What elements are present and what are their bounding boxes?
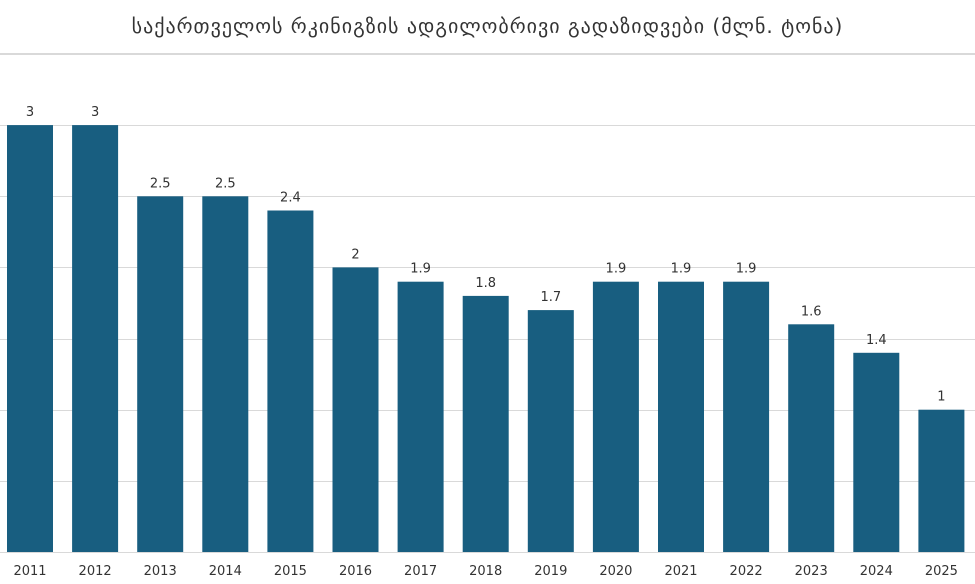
- bar-2016: [332, 267, 379, 552]
- x-tick-label-2018: 2018: [469, 564, 502, 579]
- bar-2020: [592, 281, 639, 552]
- bar-2017: [397, 281, 444, 552]
- x-tick-label-2024: 2024: [860, 564, 893, 579]
- x-tick-label-2012: 2012: [79, 564, 112, 579]
- data-label-2020: 1.9: [606, 262, 627, 277]
- data-label-2013: 2.5: [150, 176, 171, 191]
- bar-2015: [267, 210, 314, 552]
- data-label-2017: 1.9: [410, 262, 431, 277]
- x-tick-label-2011: 2011: [13, 564, 46, 579]
- data-label-2025: 1: [937, 390, 945, 405]
- x-tick-label-2013: 2013: [144, 564, 177, 579]
- title-divider: [0, 53, 975, 54]
- bar-2025: [918, 409, 965, 552]
- x-tick-label-2025: 2025: [925, 564, 958, 579]
- data-label-2014: 2.5: [215, 176, 236, 191]
- bars: [7, 125, 965, 553]
- bar-2022: [723, 281, 770, 552]
- bar-2023: [788, 324, 835, 552]
- data-label-2012: 3: [91, 105, 99, 120]
- x-tick-label-2014: 2014: [209, 564, 242, 579]
- data-label-2011: 3: [26, 105, 34, 120]
- bar-2019: [527, 310, 574, 552]
- data-label-2022: 1.9: [736, 262, 757, 277]
- x-axis-tick-labels: 2011 2012 2013 2014 2015 2016 2017 2018 2019 2020…: [13, 564, 957, 579]
- data-label-2018: 1.8: [475, 276, 496, 291]
- bar-2011: [7, 125, 53, 552]
- x-tick-label-2022: 2022: [730, 564, 763, 579]
- x-tick-label-2015: 2015: [274, 564, 307, 579]
- x-tick-label-2019: 2019: [534, 564, 567, 579]
- x-tick-label-2017: 2017: [404, 564, 437, 579]
- bar-2018: [462, 295, 509, 552]
- data-label-2024: 1.4: [866, 333, 887, 348]
- x-tick-label-2023: 2023: [795, 564, 828, 579]
- data-labels: 3 3 2.5 2.5 2.4 2 1.9 1.8 1.7 1.9 1.9 1.9 1.6 1.4 1: [26, 105, 946, 405]
- data-label-2023: 1.6: [801, 304, 822, 319]
- bar-2013: [137, 196, 184, 553]
- x-tick-label-2016: 2016: [339, 564, 372, 579]
- data-label-2019: 1.7: [540, 290, 561, 305]
- data-label-2015: 2.4: [280, 191, 301, 206]
- bar-2021: [658, 281, 704, 552]
- data-label-2016: 2: [351, 247, 359, 262]
- bar-2014: [202, 196, 249, 553]
- chart-title: საქართველოს რკინიგზის ადგილობრივი გადაზი…: [131, 14, 844, 38]
- bar-2012: [72, 125, 119, 552]
- x-tick-label-2020: 2020: [599, 564, 632, 579]
- data-label-2021: 1.9: [671, 262, 692, 277]
- bar-2024: [853, 352, 900, 552]
- x-tick-label-2021: 2021: [664, 564, 697, 579]
